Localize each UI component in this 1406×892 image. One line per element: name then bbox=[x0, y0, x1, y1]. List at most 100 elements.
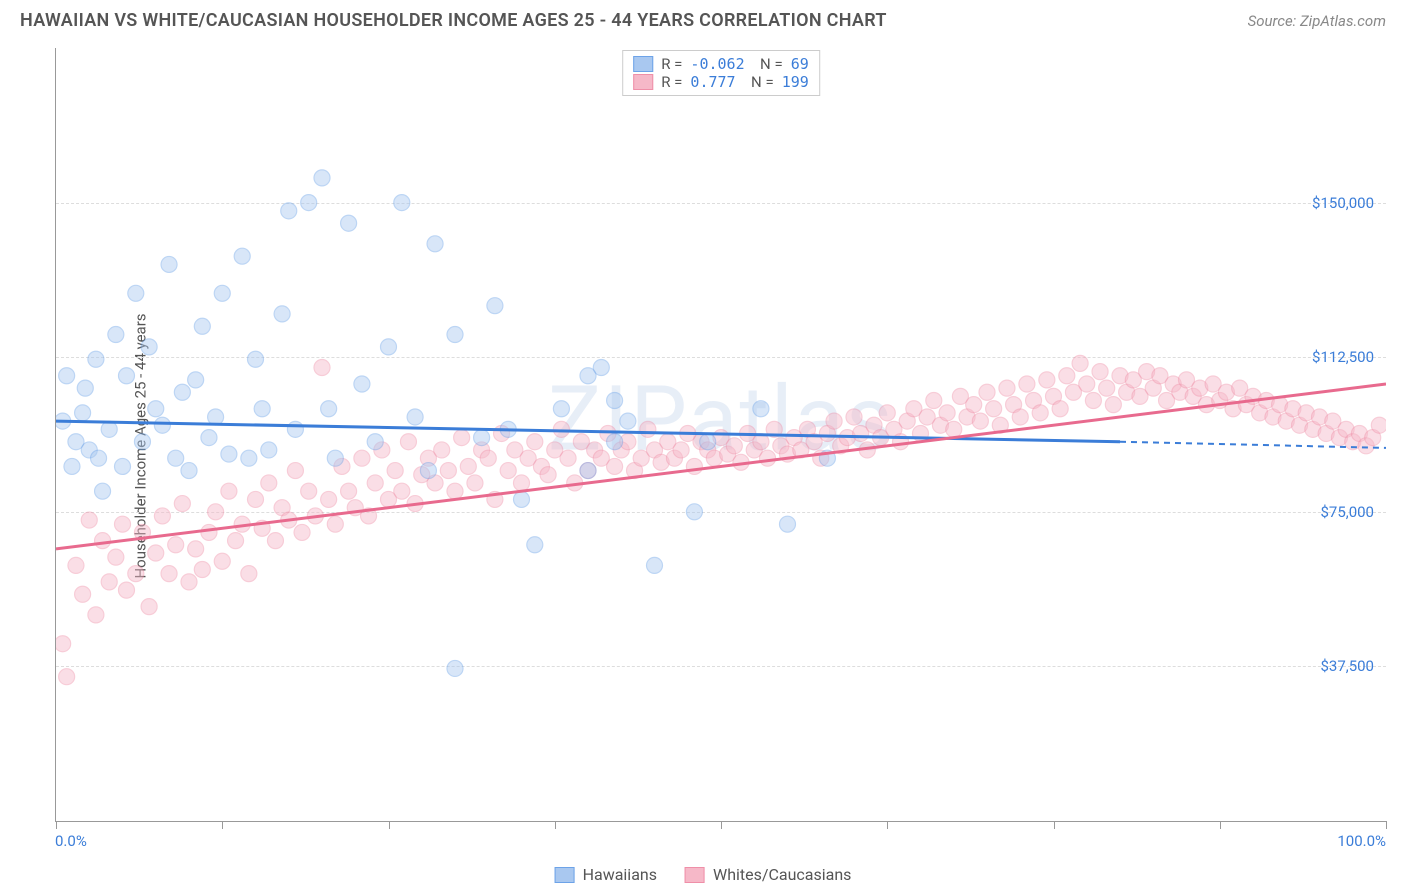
data-point bbox=[999, 380, 1015, 396]
legend-n-value-whites: 199 bbox=[782, 73, 809, 91]
data-point bbox=[321, 491, 337, 507]
legend-r-value-whites: 0.777 bbox=[690, 73, 735, 91]
data-point bbox=[560, 450, 576, 466]
data-point bbox=[274, 306, 290, 322]
legend-r-label: R = bbox=[661, 55, 682, 73]
data-point bbox=[327, 450, 343, 466]
data-point bbox=[1012, 409, 1028, 425]
data-point bbox=[647, 557, 663, 573]
data-point bbox=[134, 434, 150, 450]
data-point bbox=[939, 405, 955, 421]
data-point bbox=[467, 475, 483, 491]
data-point bbox=[181, 463, 197, 479]
data-point bbox=[966, 397, 982, 413]
data-point bbox=[354, 376, 370, 392]
data-point bbox=[214, 285, 230, 301]
data-point bbox=[194, 318, 210, 334]
data-point bbox=[986, 401, 1002, 417]
data-point bbox=[161, 256, 177, 272]
x-axis-min-label: 0.0% bbox=[55, 832, 87, 850]
data-point bbox=[301, 195, 317, 211]
chart-plot-area: ZIPatlas R = -0.062 N = 69 R = 0.777 N =… bbox=[55, 48, 1386, 822]
data-point bbox=[447, 660, 463, 676]
data-point bbox=[407, 409, 423, 425]
data-point bbox=[454, 430, 470, 446]
data-point bbox=[1052, 401, 1068, 417]
data-point bbox=[118, 368, 134, 384]
data-point bbox=[154, 508, 170, 524]
data-point bbox=[59, 368, 75, 384]
data-point bbox=[261, 442, 277, 458]
data-point bbox=[427, 236, 443, 252]
data-point bbox=[77, 380, 93, 396]
x-tick bbox=[887, 821, 888, 829]
legend-n-label: N = bbox=[744, 73, 774, 91]
data-point bbox=[194, 562, 210, 578]
data-point bbox=[241, 566, 257, 582]
data-point bbox=[394, 195, 410, 211]
chart-title: HAWAIIAN VS WHITE/CAUCASIAN HOUSEHOLDER … bbox=[20, 10, 887, 31]
data-point bbox=[500, 463, 516, 479]
data-point bbox=[68, 557, 84, 573]
data-point bbox=[527, 537, 543, 553]
data-point bbox=[168, 450, 184, 466]
data-point bbox=[447, 483, 463, 499]
data-point bbox=[926, 392, 942, 408]
data-point bbox=[1032, 405, 1048, 421]
data-point bbox=[846, 409, 862, 425]
x-tick bbox=[1386, 821, 1387, 829]
data-point bbox=[447, 327, 463, 343]
data-point bbox=[174, 384, 190, 400]
data-point bbox=[88, 607, 104, 623]
data-point bbox=[686, 458, 702, 474]
data-point bbox=[95, 483, 111, 499]
data-point bbox=[527, 434, 543, 450]
data-point bbox=[181, 574, 197, 590]
swatch-whites bbox=[633, 74, 653, 90]
data-point bbox=[248, 491, 264, 507]
x-tick bbox=[1220, 821, 1221, 829]
data-point bbox=[760, 450, 776, 466]
data-point bbox=[607, 458, 623, 474]
source-label: Source: ZipAtlas.com bbox=[1248, 12, 1386, 30]
data-point bbox=[108, 549, 124, 565]
data-point bbox=[553, 401, 569, 417]
data-point bbox=[580, 368, 596, 384]
data-point bbox=[267, 533, 283, 549]
data-point bbox=[294, 524, 310, 540]
legend-label-whites: Whites/Caucasians bbox=[713, 865, 851, 884]
data-point bbox=[420, 463, 436, 479]
data-point bbox=[400, 434, 416, 450]
data-point bbox=[201, 430, 217, 446]
x-axis-max-label: 100.0% bbox=[1337, 832, 1386, 850]
data-point bbox=[1085, 392, 1101, 408]
data-point bbox=[201, 524, 217, 540]
data-point bbox=[1105, 397, 1121, 413]
x-tick bbox=[222, 821, 223, 829]
data-point bbox=[208, 504, 224, 520]
legend-label-hawaiians: Hawaiians bbox=[583, 865, 657, 884]
data-point bbox=[188, 372, 204, 388]
x-tick bbox=[555, 821, 556, 829]
data-point bbox=[440, 463, 456, 479]
data-point bbox=[115, 516, 131, 532]
data-point bbox=[367, 434, 383, 450]
data-point bbox=[341, 483, 357, 499]
data-point bbox=[91, 450, 107, 466]
data-point bbox=[221, 446, 237, 462]
data-point bbox=[214, 553, 230, 569]
data-point bbox=[580, 463, 596, 479]
data-point bbox=[972, 413, 988, 429]
data-point bbox=[128, 566, 144, 582]
swatch-bottom-whites bbox=[685, 867, 705, 883]
legend-item-whites: Whites/Caucasians bbox=[685, 865, 851, 884]
data-point bbox=[148, 401, 164, 417]
data-point bbox=[620, 413, 636, 429]
x-tick bbox=[56, 821, 57, 829]
data-point bbox=[101, 421, 117, 437]
legend-item-hawaiians: Hawaiians bbox=[555, 865, 657, 884]
data-point bbox=[208, 409, 224, 425]
data-point bbox=[287, 463, 303, 479]
data-point bbox=[1072, 355, 1088, 371]
data-point bbox=[514, 491, 530, 507]
